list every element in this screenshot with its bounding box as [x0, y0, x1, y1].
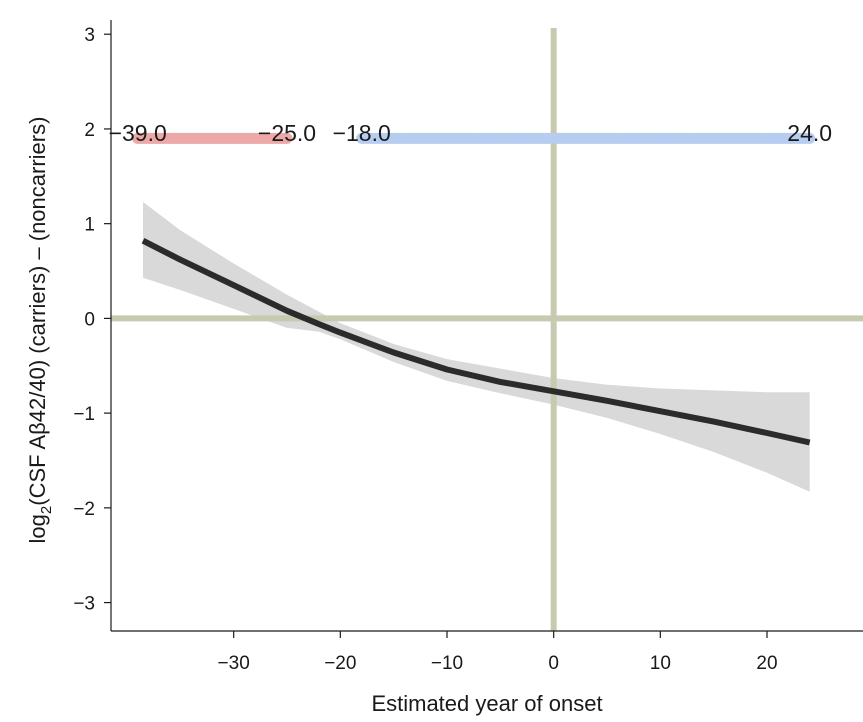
y-tick-label-1: −2: [73, 499, 95, 520]
confidence-band-layer: [143, 201, 810, 492]
y-tick-label-3: 0: [84, 309, 95, 330]
x-tick-label-3: 0: [548, 653, 559, 674]
y-axis-title-subscript: 2: [38, 506, 55, 514]
interval-end-label-1: 24.0: [787, 120, 832, 146]
x-tick-label-2: −10: [431, 653, 463, 674]
series-line-layer: [141, 238, 811, 446]
interval-start-label-1: −18.0: [333, 120, 391, 146]
x-tick-label-5: 20: [756, 653, 777, 674]
y-axis-title-rest: (CSF Aβ42/40) (carriers) – (noncarriers): [25, 117, 50, 506]
y-axis-title-prefix: log: [25, 514, 50, 543]
y-tick-label-2: −1: [73, 404, 95, 425]
reference-lines-layer: [111, 28, 863, 631]
x-tick-label-1: −20: [324, 653, 356, 674]
confidence-band-0: [143, 201, 810, 492]
interval-end-label-0: −25.0: [258, 120, 316, 146]
interval-bars-layer: −39.0 −25.0 −18.0 24.0: [109, 120, 832, 146]
x-tick-label-0: −30: [218, 653, 250, 674]
y-tick-label-6: 3: [84, 25, 95, 46]
y-tick-label-5: 2: [84, 120, 95, 141]
series-line-0: [141, 238, 811, 446]
x-tick-label-4: 10: [650, 653, 671, 674]
y-tick-label-0: −3: [73, 594, 95, 615]
y-tick-label-4: 1: [84, 215, 95, 236]
x-axis-title: Estimated year of onset: [371, 691, 602, 716]
interval-start-label-0: −39.0: [109, 120, 167, 146]
y-axis-title: log2(CSF Aβ42/40) (carriers) – (noncarri…: [25, 117, 55, 544]
